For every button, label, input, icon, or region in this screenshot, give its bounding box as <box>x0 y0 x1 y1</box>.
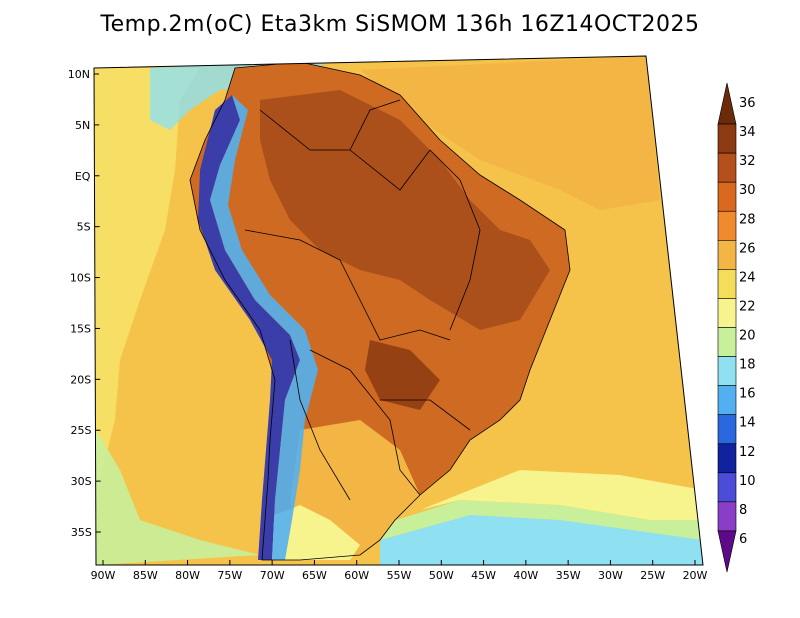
colorbar-swatch <box>717 298 737 328</box>
colorbar-label: 32 <box>739 154 756 169</box>
map-title: Temp.2m(oC) Eta3km SiSMOM 136h 16Z14OCT2… <box>100 12 700 37</box>
colorbar-label: 28 <box>739 212 756 227</box>
colorbar-label: 24 <box>739 270 756 285</box>
colorbar-label: 34 <box>739 125 756 140</box>
pacific-cold-strip <box>96 430 260 565</box>
andes-fringe <box>210 95 318 560</box>
colorbar: 36 34 32 30 28 26 24 22 20 18 16 14 12 10 8 6 <box>717 82 756 573</box>
colorbar-label: 22 <box>739 299 756 314</box>
lon-tick-label: 85W <box>133 569 158 582</box>
colorbar-label: 6 <box>739 532 747 547</box>
map-field <box>94 56 703 565</box>
lon-tick-label: 70W <box>260 569 285 582</box>
lon-tick-label: 60W <box>344 569 369 582</box>
andes-cold-belt <box>198 95 300 560</box>
colorbar-swatch <box>717 356 737 386</box>
colorbar-swatch <box>717 269 737 299</box>
lon-tick-label: 80W <box>175 569 200 582</box>
lon-tick-label: 20W <box>683 569 708 582</box>
colorbar-swatch <box>717 210 737 241</box>
colorbar-swatch <box>717 472 737 503</box>
colorbar-label: 14 <box>739 416 756 431</box>
colorbar-swatch <box>717 240 737 270</box>
lat-tick-label: 25S <box>70 424 91 437</box>
longitude-axis: 90W 85W 80W 75W 70W 65W 60W 55W 50W 45W 40W 35W 30W 2… <box>91 560 708 582</box>
lat-tick-label: 5N <box>75 119 90 132</box>
south-atlantic-band <box>420 470 703 520</box>
lon-tick-label: 30W <box>598 569 623 582</box>
colorbar-swatch <box>717 501 737 532</box>
colorbar-label: 18 <box>739 358 756 373</box>
colorbar-swatch <box>717 181 737 212</box>
lon-tick-label: 35W <box>556 569 581 582</box>
lon-tick-label: 55W <box>387 569 412 582</box>
colorbar-swatch <box>717 385 737 415</box>
colorbar-swatch <box>717 414 737 445</box>
lon-tick-label: 45W <box>471 569 496 582</box>
central-hot-zone <box>365 340 440 410</box>
lat-tick-label: 10N <box>68 68 90 81</box>
lon-tick-label: 40W <box>513 569 538 582</box>
pacific-cool-zone <box>94 68 200 565</box>
lon-tick-label: 75W <box>217 569 242 582</box>
map-frame <box>93 55 704 566</box>
colorbar-label: 16 <box>739 387 756 402</box>
lat-tick-label: 5S <box>77 221 91 234</box>
colorbar-label: 12 <box>739 445 756 460</box>
colorbar-swatch <box>717 530 737 573</box>
latitude-axis: 10N 5N EQ 5S 10S 15S 20S 25S 30S 35S <box>68 68 101 539</box>
colorbar-swatch <box>717 82 737 125</box>
south-atlantic-cooler <box>380 500 703 540</box>
lat-tick-label: 10S <box>70 272 91 285</box>
lat-tick-label: 30S <box>71 475 92 488</box>
colorbar-swatch <box>717 152 737 183</box>
colorbar-swatch <box>717 123 737 154</box>
lon-tick-label: 50W <box>429 569 454 582</box>
colorbar-label: 26 <box>739 241 756 256</box>
lon-tick-label: 65W <box>302 569 327 582</box>
country-borders <box>189 61 571 561</box>
colorbar-label: 36 <box>739 96 756 111</box>
lat-tick-label: EQ <box>75 170 91 183</box>
colorbar-swatch <box>717 443 737 474</box>
lon-tick-label: 25W <box>640 569 665 582</box>
tropical-atlantic-warm <box>360 56 660 210</box>
lat-tick-label: 35S <box>71 526 92 539</box>
colorbar-swatch <box>717 327 737 357</box>
lat-tick-label: 15S <box>70 322 91 335</box>
colorbar-label: 20 <box>739 329 756 344</box>
colorbar-label: 8 <box>739 503 747 518</box>
colorbar-label: 10 <box>739 474 756 489</box>
lon-tick-label: 90W <box>91 569 116 582</box>
lat-tick-label: 20S <box>70 373 91 386</box>
colorbar-label: 30 <box>739 183 756 198</box>
south-atlantic-cold <box>380 515 703 565</box>
